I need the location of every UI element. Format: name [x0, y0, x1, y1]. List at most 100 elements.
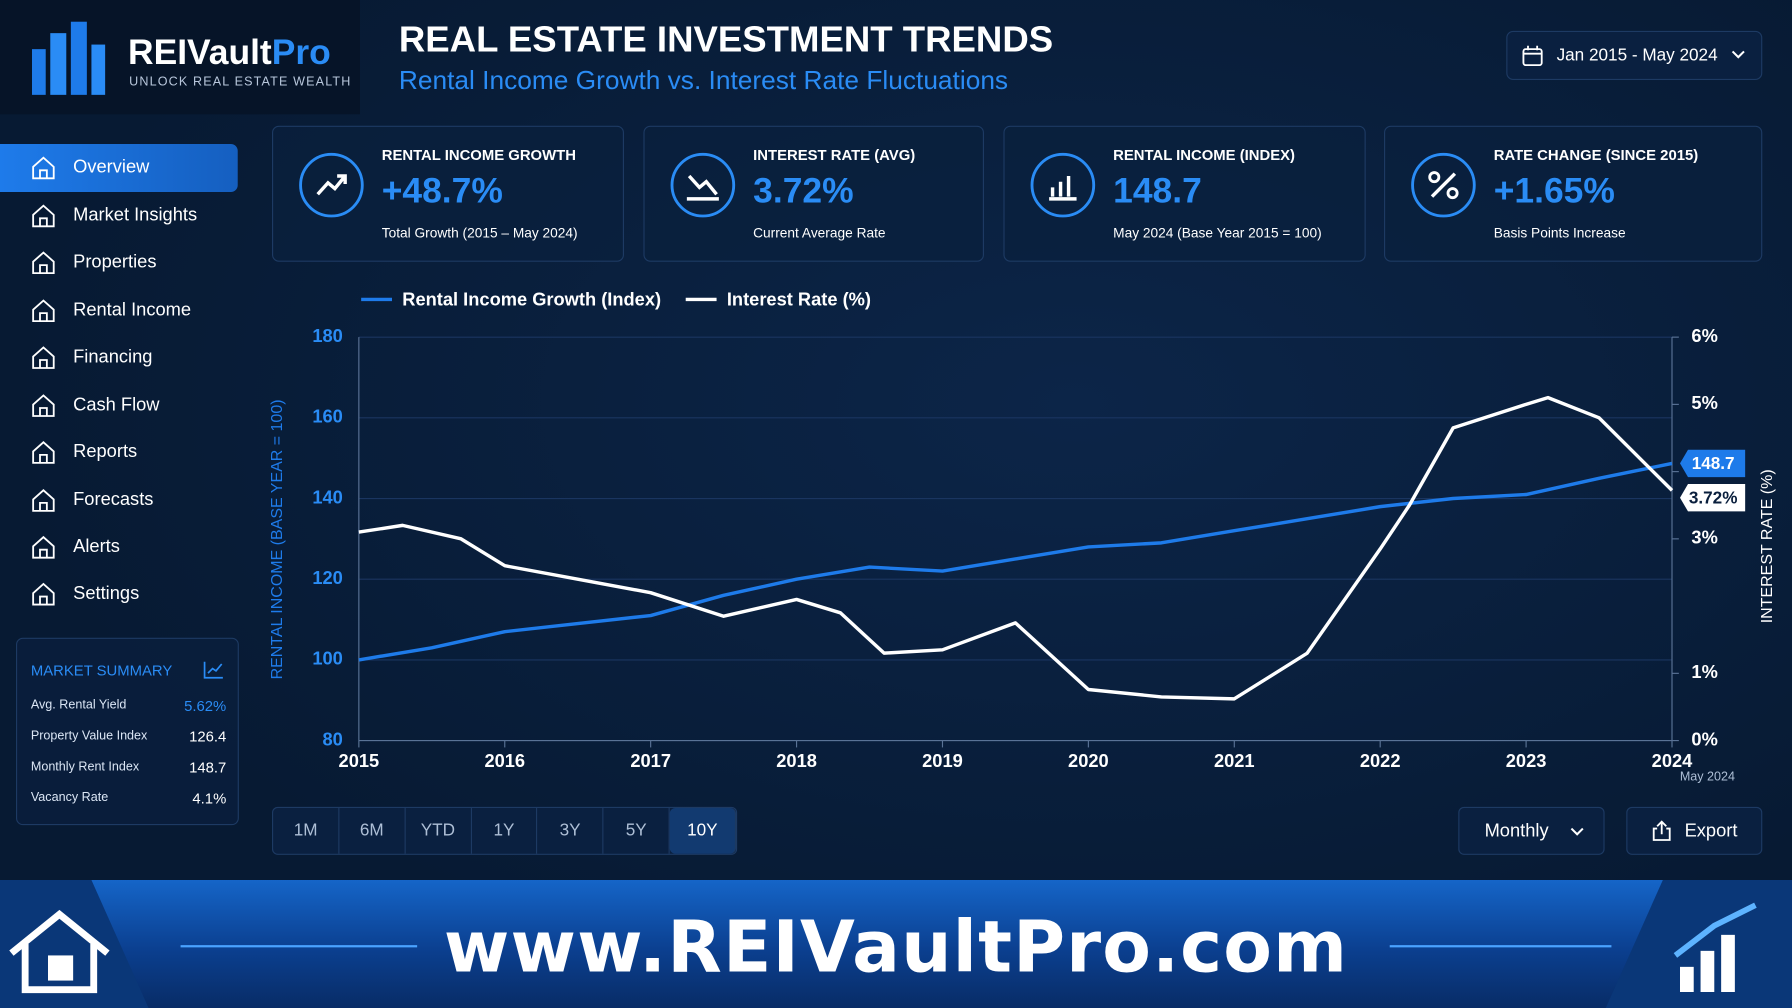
kpi-value: +48.7% [381, 170, 503, 211]
y-tick-label: 160 [312, 406, 342, 427]
y-tick-label: 180 [312, 325, 342, 346]
kpi-note: Current Average Rate [753, 225, 886, 242]
x-tick-label: 2022 [1360, 750, 1401, 771]
x-tick-label: 2017 [630, 750, 671, 771]
nav-icon [32, 582, 55, 606]
kpi-note: Total Growth (2015 – May 2024) [381, 225, 578, 242]
interval-select[interactable]: Monthly [1458, 806, 1605, 855]
nav-item[interactable]: Properties [0, 239, 238, 287]
nav-label: Market Insights [73, 205, 198, 226]
nav-item[interactable]: Rental Income [0, 287, 238, 335]
calendar-icon [1522, 45, 1543, 67]
nav-item[interactable]: Settings [0, 570, 238, 618]
series-line [358, 461, 1673, 662]
nav-item[interactable]: Forecasts [0, 477, 238, 525]
footer-url: www.REIVaultPro.com [443, 905, 1349, 989]
y2-tick-label: 0% [1691, 728, 1717, 749]
nav-label: Financing [73, 347, 153, 367]
series-line [358, 395, 1674, 701]
range-button[interactable]: 10Y [669, 807, 736, 854]
kpi-card: INTEREST RATE (AVG) 3.72% Current Average … [643, 125, 984, 262]
date-range-picker[interactable]: Jan 2015 - May 2024 [1506, 30, 1763, 80]
nav-item[interactable]: Alerts [0, 523, 238, 571]
nav-label: Forecasts [73, 490, 154, 510]
footer-banner: www.REIVaultPro.com [0, 879, 1792, 1008]
kpi-card: RENTAL INCOME GROWTH +48.7% Total Growth (… [271, 125, 624, 262]
kpi-note: May 2024 (Base Year 2015 = 100) [1113, 225, 1322, 242]
nav-label: Rental Income [73, 300, 192, 320]
icon-glyph [1430, 172, 1457, 198]
nav-item[interactable]: Cash Flow [0, 382, 238, 430]
y-tick-label: 80 [323, 728, 343, 749]
chart: 801001201401601800%1%3%4%5%6%20152016201… [269, 288, 1776, 783]
range-button[interactable]: 3Y [538, 807, 604, 854]
brand-main: REIVault [127, 31, 272, 72]
y2-tick-label: 5% [1691, 392, 1717, 413]
nav-item[interactable]: Reports [0, 429, 238, 477]
nav-icon [32, 489, 55, 512]
x-tick-label: 2015 [339, 750, 380, 771]
kpi-card: RENTAL INCOME (INDEX) 148.7 May 2024 (Base… [1003, 125, 1366, 262]
summary-icon [203, 661, 223, 679]
callout-label: 3.72% [1689, 487, 1738, 507]
kpi-note: Basis Points Increase [1493, 225, 1626, 242]
brand-name: REIVaultPro [128, 32, 331, 73]
icon-ring [670, 152, 736, 218]
icon-ring [1030, 152, 1096, 218]
icon-glyph [686, 174, 719, 201]
icon-shape [32, 251, 55, 275]
x-tick-label: 2021 [1214, 750, 1255, 771]
summary-title: MARKET SUMMARY [30, 661, 173, 679]
nav-icon [32, 251, 55, 275]
icon-glyph [1049, 175, 1077, 201]
page-subtitle: Rental Income Growth vs. Interest Rate F… [398, 65, 1009, 95]
summary-value: 148.7 [189, 758, 227, 776]
kpi-label: INTEREST RATE (AVG) [753, 146, 916, 164]
chevron [1731, 50, 1745, 59]
range-button[interactable]: 5Y [604, 807, 670, 854]
logo-area: REIVaultPro UNLOCK REAL ESTATE WEALTH [0, 0, 360, 115]
footer-decor [0, 879, 1792, 1008]
kpi-icon [1030, 152, 1096, 218]
kpi-icon [299, 152, 364, 218]
icon-glyph [316, 174, 347, 196]
summary-value: 126.4 [189, 727, 227, 746]
brand-tagline: UNLOCK REAL ESTATE WEALTH [129, 75, 352, 90]
range-button[interactable]: 1M [273, 807, 340, 854]
nav-label: Cash Flow [73, 395, 160, 415]
icon-shape [32, 156, 55, 180]
x-tick-label: 2018 [776, 750, 817, 771]
callout-box [1679, 483, 1746, 512]
market-summary: MARKET SUMMARY Avg. Rental Yield 5.62% Pro… [15, 637, 239, 826]
range-button[interactable]: 1Y [471, 807, 538, 854]
page-title: REAL ESTATE INVESTMENT TRENDS [398, 18, 1054, 60]
nav-icon [32, 394, 55, 417]
nav-item[interactable]: Overview [0, 143, 238, 192]
export-button[interactable]: Export [1626, 806, 1763, 855]
y-tick-label: 140 [312, 486, 342, 507]
kpi-card: RATE CHANGE (SINCE 2015) +1.65% Basis Poin… [1383, 125, 1763, 262]
icon-shape [32, 582, 55, 606]
x-tick-label: 2023 [1506, 750, 1547, 771]
nav-icon [32, 299, 55, 323]
kpi-value: 3.72% [753, 170, 854, 211]
kpi-icon [670, 152, 736, 218]
nav-item[interactable]: Market Insights [0, 192, 238, 240]
icon-ring [299, 152, 364, 218]
export-icon [1652, 820, 1671, 841]
y-tick-label: 120 [312, 567, 342, 588]
export-text: Export [1684, 821, 1738, 842]
icon-shape [32, 489, 55, 512]
summary-label: Avg. Rental Yield [30, 698, 127, 712]
x-tick-label: 2016 [484, 750, 525, 771]
icon-shape [32, 535, 55, 559]
range-button[interactable]: 6M [339, 807, 406, 854]
nav-item[interactable]: Financing [0, 334, 238, 382]
y2-tick-label: 1% [1691, 661, 1717, 682]
x-tick-label: 2019 [922, 750, 963, 771]
kpi-label: RATE CHANGE (SINCE 2015) [1493, 146, 1699, 164]
summary-value: 4.1% [192, 789, 227, 807]
logo-icon [31, 21, 106, 95]
range-selector: 1M 6M YTD 1Y 3Y 5Y 10Y [271, 806, 738, 855]
range-button[interactable]: YTD [405, 807, 472, 854]
